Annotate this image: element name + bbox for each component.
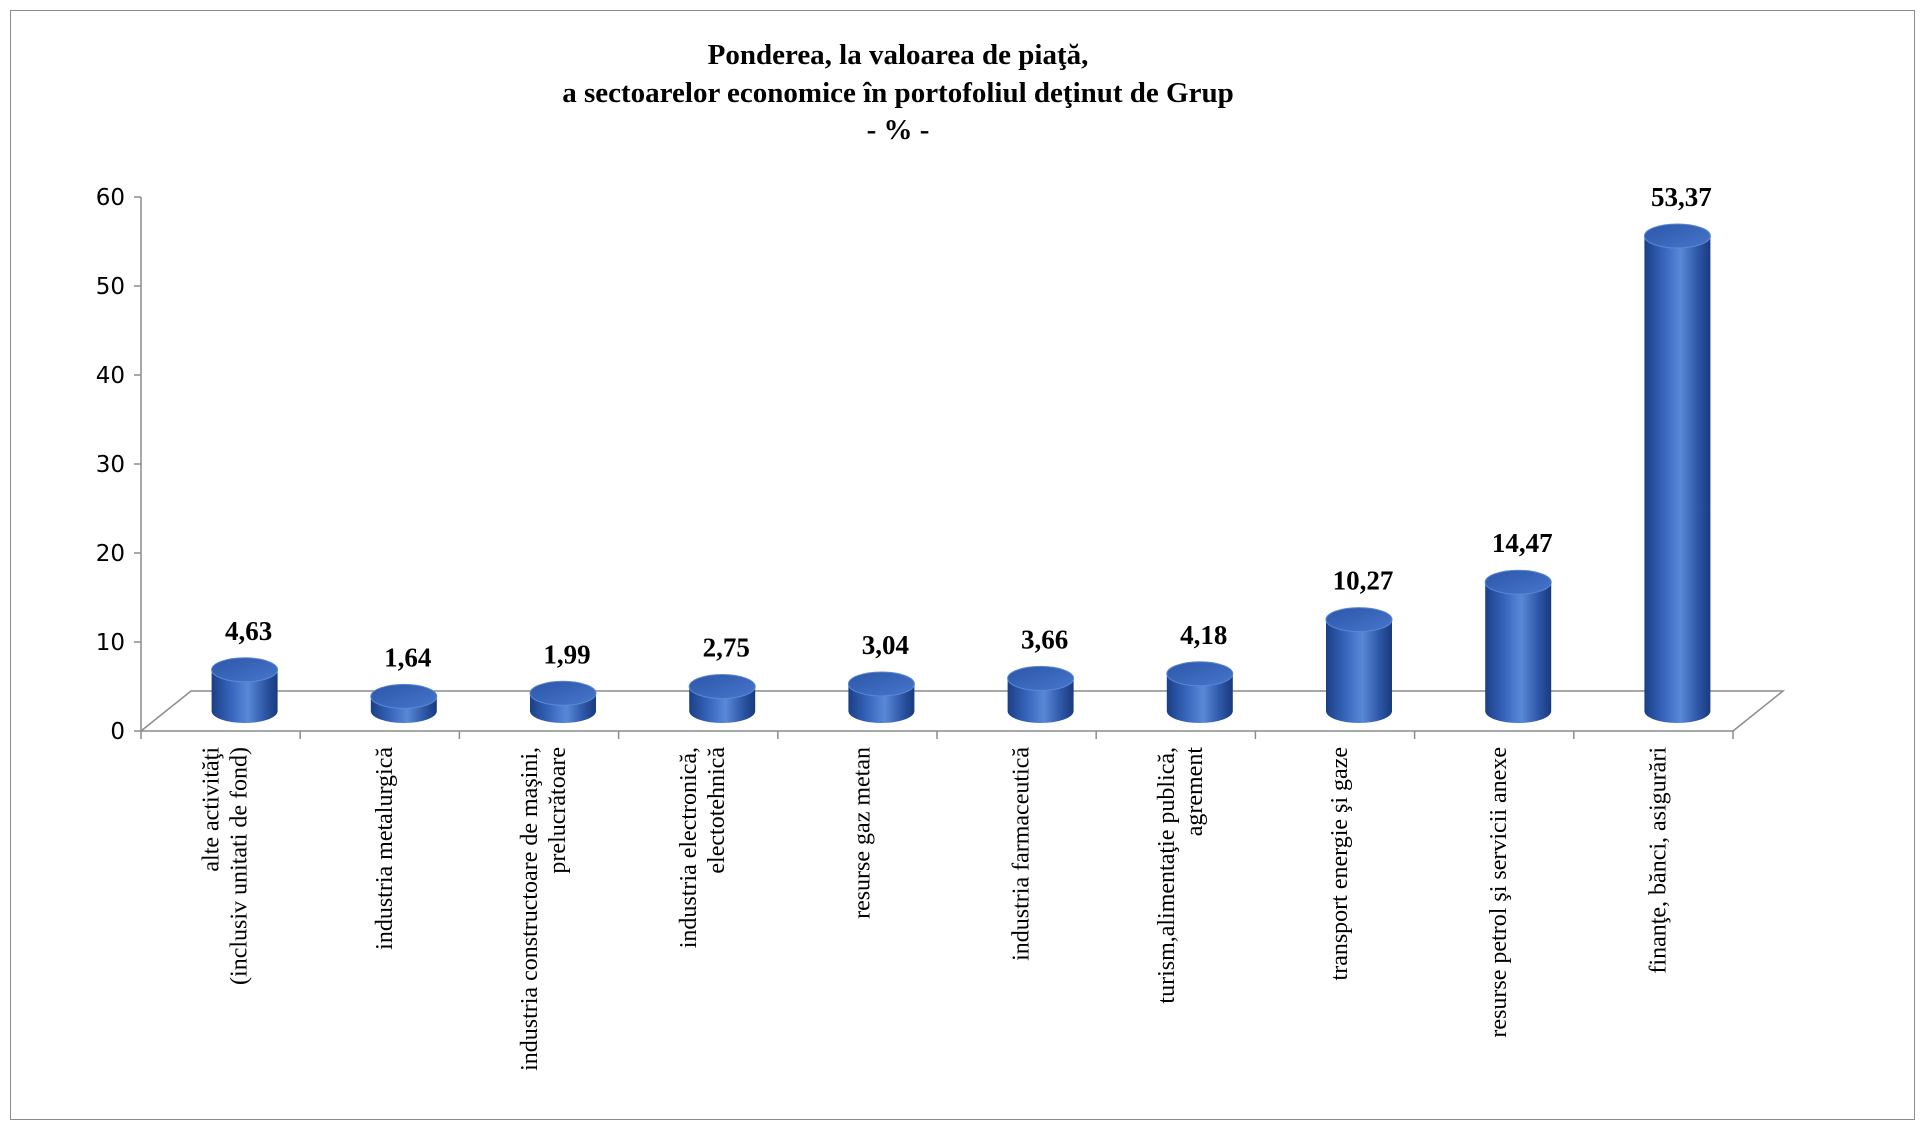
bar xyxy=(1166,661,1234,723)
bar xyxy=(1325,607,1393,723)
bar-top xyxy=(688,674,756,700)
y-tick-label: 60 xyxy=(96,185,125,211)
y-tick-label: 30 xyxy=(96,452,125,478)
category-label: industria metalurgică xyxy=(372,747,398,950)
category-label-line: prelucrătoare xyxy=(545,747,571,874)
bar-top xyxy=(211,657,279,683)
y-tick-label: 10 xyxy=(96,630,125,656)
data-label: 3,04 xyxy=(862,630,909,660)
category-labels: alte activităţi(inclusiv unitati de fond… xyxy=(199,747,1672,1071)
bar-top xyxy=(1643,223,1711,249)
bar-top xyxy=(529,680,597,706)
bar xyxy=(1007,665,1075,723)
category-label-line: resurse petrol şi servicii anexe xyxy=(1486,747,1512,1038)
bar xyxy=(211,657,279,723)
category-label-line: electotehnică xyxy=(704,747,730,874)
category-label: finanţe, bănci, asigurări xyxy=(1645,747,1671,974)
data-label: 2,75 xyxy=(703,633,750,663)
bar xyxy=(847,671,915,723)
bar-body xyxy=(211,669,278,723)
bar xyxy=(1643,223,1711,723)
bar-body xyxy=(1485,582,1552,723)
category-label-line: alte activităţi xyxy=(199,747,225,872)
data-label: 4,63 xyxy=(225,616,272,646)
y-tick-label: 20 xyxy=(96,541,125,567)
chart-title: Ponderea, la valoarea de piaţă, a sectoa… xyxy=(562,39,1234,146)
bar-top xyxy=(847,671,915,697)
data-label: 10,27 xyxy=(1333,566,1394,596)
category-label-line: resurse gaz metan xyxy=(849,747,875,919)
category-label-line: industria metalurgică xyxy=(372,747,398,950)
bar-top xyxy=(370,683,438,709)
category-label: industria electronică,electotehnică xyxy=(676,747,730,949)
y-tick-label: 40 xyxy=(96,363,125,389)
bars xyxy=(211,223,1711,723)
chart-title-line-2: a sectoarelor economice în portofoliul d… xyxy=(562,77,1234,109)
data-label: 14,47 xyxy=(1492,528,1553,558)
category-label: turism,alimentaţie publică,agrement xyxy=(1154,747,1208,1004)
data-labels: 4,63 1,64 1,99 2,75 3,04 3,66 4,18 10,27 14,47 53… xyxy=(225,182,1712,672)
floor-outline xyxy=(140,690,1786,732)
chart-title-line-3: - % - xyxy=(867,114,930,146)
y-tick-label: 50 xyxy=(96,274,125,300)
category-label-line: (inclusiv unitati de fond) xyxy=(227,747,253,985)
data-label: 53,37 xyxy=(1651,182,1712,212)
bar-body xyxy=(1166,673,1233,723)
category-label-line: industria electronică, xyxy=(676,747,702,948)
category-label-line: industria farmaceutică xyxy=(1009,747,1035,961)
data-label: 4,18 xyxy=(1180,620,1227,650)
bar-body xyxy=(1326,619,1392,723)
chart-title-line-1: Ponderea, la valoarea de piaţă, xyxy=(708,39,1089,71)
category-label-line: finanţe, bănci, asigurări xyxy=(1645,747,1671,974)
category-label: resurse gaz metan xyxy=(849,747,875,919)
category-label: alte activităţi(inclusiv unitati de fond… xyxy=(199,747,253,985)
data-label: 1,99 xyxy=(543,639,590,669)
data-label: 3,66 xyxy=(1021,624,1068,654)
category-label-line: industria constructoare de maşini, xyxy=(517,747,543,1071)
bar xyxy=(688,674,756,723)
y-axis-ticks: 0 10 20 30 40 50 60 xyxy=(96,185,141,745)
category-label-line: agrement xyxy=(1182,747,1208,837)
category-label: resurse petrol şi servicii anexe xyxy=(1486,747,1512,1038)
bar-top xyxy=(1166,661,1234,687)
bar-body xyxy=(1007,678,1074,723)
bar xyxy=(1484,569,1552,723)
bar xyxy=(370,683,438,723)
bar-body xyxy=(1644,236,1711,723)
category-label: industria farmaceutică xyxy=(1009,747,1035,961)
chart-frame: Ponderea, la valoarea de piaţă, a sectoa… xyxy=(10,10,1915,1120)
category-label-line: transport energie şi gaze xyxy=(1327,747,1353,980)
category-label: industria constructoare de maşini,preluc… xyxy=(517,747,571,1071)
data-label: 1,64 xyxy=(384,642,431,672)
y-tick-label: 0 xyxy=(110,719,125,745)
category-label: transport energie şi gaze xyxy=(1327,747,1353,980)
bar-top xyxy=(1007,665,1075,691)
bar-chart: Ponderea, la valoarea de piaţă, a sectoa… xyxy=(96,39,1786,1071)
bar-top xyxy=(1325,607,1393,633)
category-label-line: turism,alimentaţie publică, xyxy=(1154,747,1180,1004)
bar-top xyxy=(1484,569,1552,595)
bar xyxy=(529,680,597,723)
